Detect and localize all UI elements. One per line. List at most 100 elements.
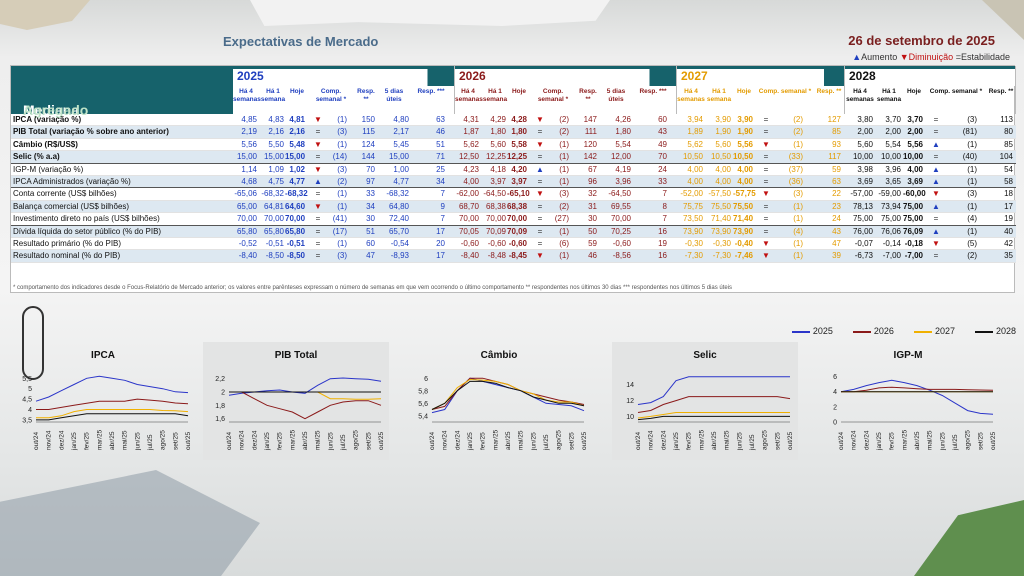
equal-icon: = — [315, 238, 321, 248]
x-tick-label: set/25 — [774, 432, 781, 450]
cell-value: -8,50 — [265, 251, 284, 261]
cell-value: 4,00 — [463, 176, 479, 186]
cell-value: (1) — [337, 238, 347, 248]
equal-icon: = — [933, 214, 939, 224]
x-tick-label: out/24 — [226, 432, 233, 450]
report-header: Expectativas de Mercado 26 de setembro d… — [10, 30, 1015, 52]
cell-value: 2,00 — [907, 127, 923, 137]
cell-value: 4,00 — [737, 176, 753, 186]
cell-value: (3) — [337, 251, 347, 261]
table-row: Investimento direto no país (US$ bilhões… — [11, 213, 1016, 226]
x-tick-label: set/25 — [977, 432, 984, 450]
cell-value: 4,00 — [715, 164, 731, 174]
x-tick-label: mai/25 — [724, 430, 731, 450]
cell-value: 65,80 — [285, 226, 306, 236]
y-tick-label: 5,8 — [418, 388, 428, 395]
cell-value: (27) — [554, 214, 569, 224]
cell-value: 78,13 — [852, 201, 873, 211]
x-tick-label: out/25 — [990, 432, 997, 450]
cell-value: (2) — [967, 251, 977, 261]
cell-value: 73,90 — [710, 226, 731, 236]
cell-value: -7,30 — [684, 251, 703, 261]
cell-value: -59,00 — [878, 189, 901, 199]
column-header: Há 4 semanas — [677, 88, 705, 103]
cell-value: -0,60 — [612, 238, 631, 248]
cell-value: (6) — [559, 238, 569, 248]
x-tick-label: out/24 — [33, 432, 40, 450]
column-header: Hoje — [511, 88, 527, 95]
column-header: Resp. ** — [816, 88, 842, 95]
cell-value: 97 — [366, 176, 375, 186]
cell-value: 54 — [1004, 164, 1013, 174]
cell-value: (81) — [962, 127, 977, 137]
cell-value: 5,60 — [715, 139, 731, 149]
legend-label: 2028 — [995, 326, 1016, 336]
cell-value: 70,25 — [610, 226, 631, 236]
cell-value: 17 — [1004, 201, 1013, 211]
down-arrow-icon: ▼ — [536, 139, 544, 149]
series-line-2025 — [431, 377, 585, 414]
cell-value: -57,00 — [850, 189, 873, 199]
x-tick-label: dez/24 — [863, 430, 870, 450]
cell-value: 75,50 — [710, 201, 731, 211]
cell-value: 19 — [658, 238, 667, 248]
cell-value: 1,80 — [490, 127, 506, 137]
cell-value: 75,50 — [733, 201, 754, 211]
equal-icon: = — [537, 201, 543, 211]
x-tick-label: jul/25 — [952, 434, 959, 451]
cell-value: 49 — [658, 139, 667, 149]
cell-value: 33 — [658, 176, 667, 186]
cell-value: 3,80 — [857, 115, 873, 124]
cell-value: (4) — [967, 214, 977, 224]
cell-value: 75,75 — [682, 201, 703, 211]
column-header: Resp. *** — [417, 88, 445, 95]
table-row: Conta corrente (US$ bilhões) -65,06 -68,32… — [11, 188, 1016, 201]
series-line-2025 — [637, 376, 790, 405]
x-tick-label: out/24 — [838, 432, 845, 450]
cell-value: (17) — [332, 226, 347, 236]
equal-icon: = — [537, 176, 543, 186]
x-tick-label: abr/25 — [109, 431, 116, 450]
cell-value: (14) — [332, 152, 347, 162]
cell-value: 18 — [1004, 189, 1013, 199]
cell-value: 7 — [440, 214, 445, 224]
cell-value: 75,00 — [880, 214, 901, 224]
cell-value: 60 — [366, 238, 375, 248]
row-label: IPCA Administrados (variação %) — [13, 176, 131, 186]
cell-value: (4) — [793, 226, 803, 236]
cell-value: 9 — [440, 201, 445, 211]
cell-value: (3) — [337, 164, 347, 174]
cell-value: (1) — [559, 226, 569, 236]
cell-value: (1) — [967, 176, 977, 186]
cell-value: 43 — [832, 226, 841, 236]
cell-value: 30 — [366, 214, 375, 224]
column-header: Há 1 semana — [482, 88, 508, 103]
cell-value: 76,00 — [852, 226, 873, 236]
cell-value: (1) — [337, 189, 347, 199]
cell-value: 5,58 — [511, 139, 527, 149]
year-header-2028: 2028 Há 4 semanas Há 1 semana Hoje Comp. sem… — [845, 66, 1016, 114]
chart-title: IGP-M — [893, 350, 923, 361]
x-tick-label: mar/25 — [698, 429, 705, 450]
cell-value: 70,00 — [485, 214, 506, 224]
y-tick-label: 1,6 — [215, 416, 225, 423]
y-tick-label: 4,5 — [22, 397, 32, 404]
cell-value: 4,00 — [737, 164, 753, 174]
equal-icon: = — [763, 201, 769, 211]
cell-value: 1,09 — [268, 164, 284, 174]
cell-value: 4,80 — [393, 115, 409, 124]
cell-value: (1) — [559, 251, 569, 261]
cell-value: 1,14 — [241, 164, 257, 174]
cell-value: 65,70 — [388, 226, 409, 236]
column-header: Há 1 semana — [706, 88, 732, 103]
cell-value: 3,90 — [715, 115, 731, 124]
cell-value: 3,98 — [857, 164, 873, 174]
cell-value: 3,70 — [885, 115, 901, 124]
cell-value: 3,97 — [511, 176, 527, 186]
x-tick-label: jun/25 — [736, 432, 743, 451]
cell-value: 144 — [361, 152, 375, 162]
column-header: Resp. ** — [988, 88, 1014, 95]
cell-value: 4,23 — [463, 164, 479, 174]
down-arrow-icon: ▼ — [762, 139, 770, 149]
